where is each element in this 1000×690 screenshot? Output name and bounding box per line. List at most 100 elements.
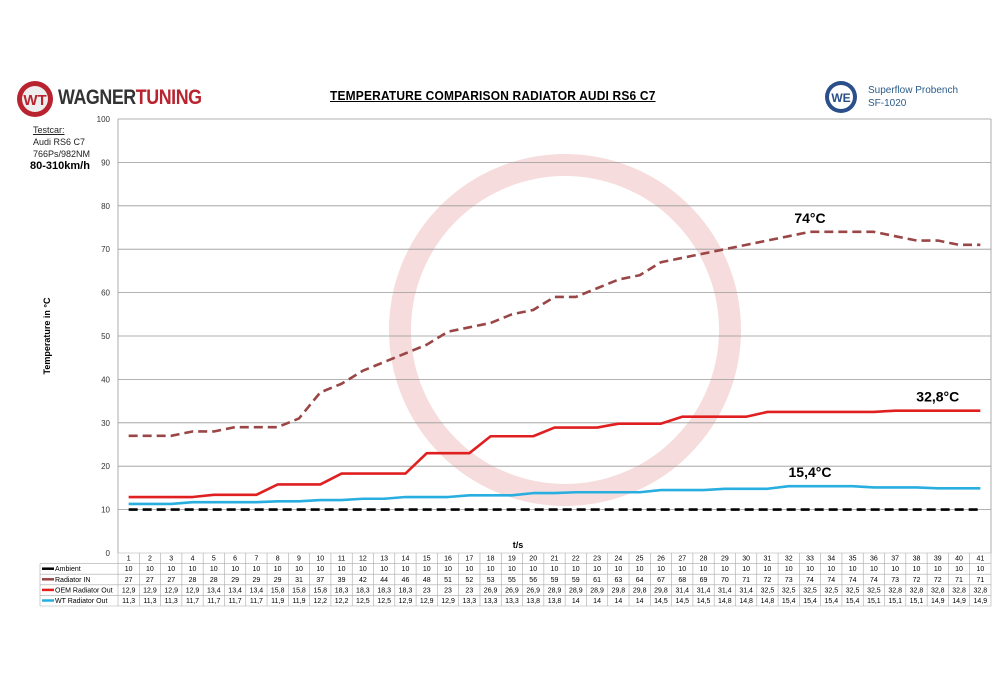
table-cell: 71 [742, 577, 750, 584]
table-cell: 13,4 [207, 587, 221, 594]
watermark-logo [389, 154, 741, 506]
table-cell: 29 [253, 577, 261, 584]
x-tick-label: 26 [657, 556, 665, 563]
y-tick-label: 20 [101, 462, 110, 471]
table-cell: 10 [210, 566, 218, 573]
table-cell: 10 [700, 566, 708, 573]
table-cell: 27 [167, 577, 175, 584]
table-cell: 59 [551, 577, 559, 584]
testcar-power: 766Ps/982NM [33, 149, 91, 159]
table-cell: 13,3 [505, 598, 519, 605]
table-cell: 14 [614, 598, 622, 605]
table-cell: 32,5 [761, 587, 775, 594]
x-tick-label: 25 [636, 556, 644, 563]
table-cell: 32,5 [867, 587, 881, 594]
table-cell: 55 [508, 577, 516, 584]
table-cell: 10 [402, 566, 410, 573]
table-cell: 14 [636, 598, 644, 605]
chart-title: TEMPERATURE COMPARISON RADIATOR AUDI RS6… [330, 88, 656, 103]
table-cell: 29,8 [633, 587, 647, 594]
table-cell: 31,4 [739, 587, 753, 594]
x-tick-label: 23 [593, 556, 601, 563]
table-cell: 48 [423, 577, 431, 584]
x-tick-label: 24 [614, 556, 622, 563]
bench-info: Superflow Probench SF-1020 [868, 84, 958, 110]
table-cell: 18,3 [377, 587, 391, 594]
testcar-label: Testcar: [33, 125, 65, 135]
table-cell: 64 [636, 577, 644, 584]
table-cell: 26,9 [505, 587, 519, 594]
x-tick-label: 32 [785, 556, 793, 563]
table-cell: 13,3 [484, 598, 498, 605]
table-cell: 13,4 [250, 587, 264, 594]
table-cell: 14,9 [952, 598, 966, 605]
x-tick-label: 12 [359, 556, 367, 563]
table-cell: 11,7 [250, 598, 263, 605]
table-cell: 14,5 [675, 598, 689, 605]
legend-label: OEM Radiator Out [55, 587, 113, 594]
x-tick-label: 15 [423, 556, 431, 563]
x-tick-label: 9 [297, 556, 301, 563]
table-cell: 11,3 [122, 598, 135, 605]
table-cell: 15,4 [803, 598, 817, 605]
table-cell: 32,5 [824, 587, 838, 594]
table-cell: 27 [146, 577, 154, 584]
x-tick-label: 37 [891, 556, 899, 563]
table-cell: 12,5 [356, 598, 370, 605]
table-cell: 18,3 [335, 587, 349, 594]
table-cell: 14,5 [697, 598, 711, 605]
annotation-label: 74°C [794, 210, 825, 226]
table-cell: 10 [721, 566, 729, 573]
table-cell: 14,5 [654, 598, 668, 605]
table-cell: 10 [891, 566, 899, 573]
x-tick-label: 19 [508, 556, 516, 563]
x-tick-label: 27 [678, 556, 686, 563]
table-cell: 42 [359, 577, 367, 584]
table-cell: 12,9 [122, 587, 136, 594]
table-cell: 15,4 [846, 598, 860, 605]
testcar-model: Audi RS6 C7 [33, 137, 86, 147]
table-cell: 10 [806, 566, 814, 573]
table-cell: 59 [572, 577, 580, 584]
table-cell: 28 [189, 577, 197, 584]
table-cell: 32,8 [974, 587, 988, 594]
table-cell: 10 [231, 566, 239, 573]
x-tick-label: 11 [338, 556, 345, 563]
x-tick-label: 33 [806, 556, 814, 563]
table-cell: 10 [189, 566, 197, 573]
x-tick-label: 5 [212, 556, 216, 563]
table-cell: 10 [976, 566, 984, 573]
bench-line2: SF-1020 [868, 98, 907, 109]
legend-label: WT Radiator Out [55, 598, 107, 605]
table-cell: 11,7 [186, 598, 199, 605]
x-tick-label: 4 [191, 556, 195, 563]
table-cell: 53 [487, 577, 495, 584]
bench-line1: Superflow Probench [868, 85, 959, 96]
x-tick-label: 30 [742, 556, 750, 563]
table-cell: 15,8 [292, 587, 306, 594]
table-cell: 10 [508, 566, 516, 573]
table-cell: 10 [614, 566, 622, 573]
table-cell: 18,3 [399, 587, 413, 594]
table-cell: 10 [849, 566, 857, 573]
table-cell: 31,4 [697, 587, 711, 594]
x-tick-label: 34 [827, 556, 835, 563]
table-cell: 10 [338, 566, 346, 573]
table-cell: 12,9 [164, 587, 178, 594]
table-cell: 10 [934, 566, 942, 573]
y-tick-label: 50 [101, 332, 110, 341]
table-cell: 29,8 [612, 587, 626, 594]
y-tick-label: 70 [101, 245, 110, 254]
x-tick-label: 3 [169, 556, 173, 563]
x-tick-label: 39 [934, 556, 942, 563]
testcar-speed: 80-310km/h [30, 160, 90, 172]
x-tick-label: 28 [700, 556, 708, 563]
table-cell: 18,3 [356, 587, 370, 594]
table-cell: 14 [593, 598, 601, 605]
table-cell: 11,7 [207, 598, 220, 605]
table-cell: 23 [444, 587, 452, 594]
table-cell: 10 [423, 566, 431, 573]
x-tick-label: 41 [976, 556, 984, 563]
table-cell: 10 [146, 566, 154, 573]
